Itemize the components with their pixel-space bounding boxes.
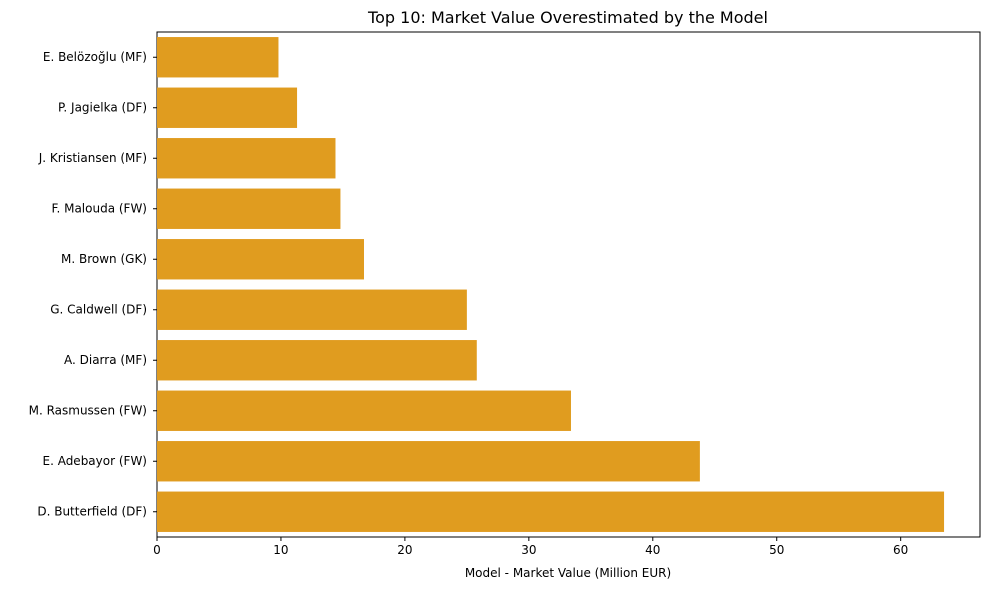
x-tick-label: 40 <box>645 543 660 557</box>
y-tick-label: P. Jagielka (DF) <box>58 100 147 114</box>
y-tick-label: A. Diarra (MF) <box>64 353 147 367</box>
bar <box>157 390 571 431</box>
y-tick-label: E. Belözoğlu (MF) <box>43 50 147 64</box>
y-tick-label: E. Adebayor (FW) <box>42 454 147 468</box>
chart-title: Top 10: Market Value Overestimated by th… <box>367 8 768 27</box>
bar <box>157 491 945 532</box>
bar <box>157 441 700 482</box>
x-axis: 0 10 20 30 40 50 60 <box>153 537 908 557</box>
x-tick-label: 0 <box>153 543 161 557</box>
x-axis-label: Model - Market Value (Million EUR) <box>465 566 671 580</box>
x-tick-label: 10 <box>273 543 288 557</box>
plot-area <box>156 31 981 538</box>
x-tick-label: 30 <box>521 543 536 557</box>
x-tick-label: 60 <box>893 543 908 557</box>
bar <box>157 289 467 330</box>
y-tick-label: J. Kristiansen (MF) <box>38 151 147 165</box>
y-tick-label: G. Caldwell (DF) <box>50 302 147 316</box>
y-axis: E. Belözoğlu (MF) P. Jagielka (DF) J. Kris… <box>29 50 157 518</box>
bars-group <box>157 37 945 532</box>
bar <box>157 138 336 179</box>
bar <box>157 239 364 280</box>
y-tick-label: M. Rasmussen (FW) <box>29 403 147 417</box>
y-tick-label: F. Malouda (FW) <box>51 201 147 215</box>
y-tick-label: M. Brown (GK) <box>61 252 147 266</box>
x-tick-label: 20 <box>397 543 412 557</box>
bar <box>157 340 477 381</box>
x-tick-label: 50 <box>769 543 784 557</box>
bar <box>157 87 298 128</box>
y-tick-label: D. Butterfield (DF) <box>37 504 147 518</box>
bar <box>157 188 341 229</box>
bar <box>157 37 279 78</box>
